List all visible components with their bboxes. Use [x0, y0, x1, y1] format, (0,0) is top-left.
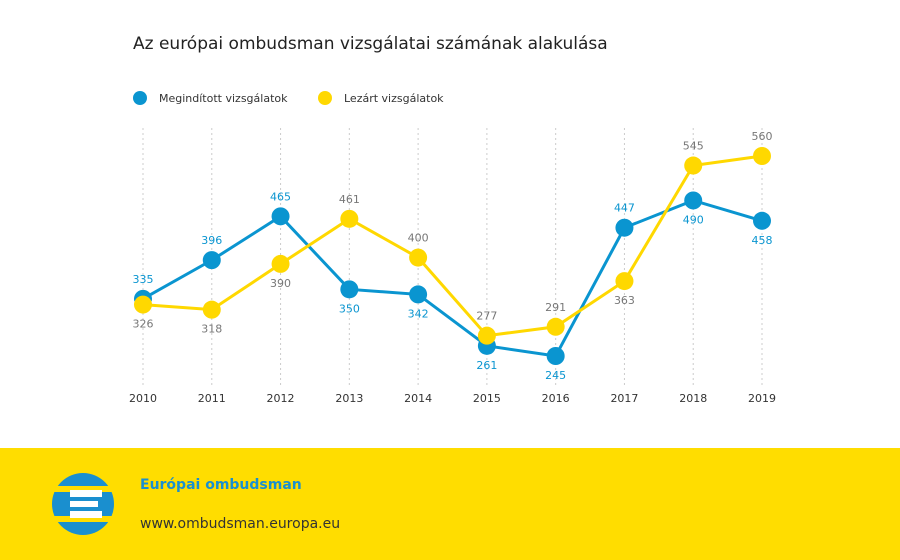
x-tick-label: 2011 [198, 392, 226, 405]
data-point [615, 272, 634, 291]
x-tick-label: 2010 [129, 392, 157, 405]
data-point [753, 211, 771, 230]
data-label: 335 [133, 273, 154, 286]
footer-band [0, 448, 900, 560]
data-label: 458 [752, 234, 773, 247]
data-point [684, 156, 703, 175]
x-tick-label: 2018 [679, 392, 707, 405]
legend-marker [318, 91, 332, 105]
data-label: 318 [201, 323, 222, 336]
data-point [546, 317, 565, 336]
data-point [202, 300, 221, 319]
data-point [546, 347, 565, 365]
data-point [340, 209, 359, 228]
series-line [142, 154, 763, 338]
data-point [202, 251, 221, 270]
data-label: 277 [476, 310, 497, 323]
x-tick-label: 2017 [610, 392, 638, 405]
data-label: 400 [408, 232, 429, 245]
x-tick-label: 2019 [748, 392, 776, 405]
data-point [271, 254, 290, 273]
data-label: 461 [339, 193, 360, 206]
x-tick-label: 2014 [404, 392, 432, 405]
footer-name: Európai ombudsman [140, 477, 302, 493]
data-label: 261 [476, 359, 497, 372]
data-point [134, 295, 152, 314]
data-label: 326 [133, 318, 154, 331]
legend-marker [133, 91, 147, 105]
chart-title: Az európai ombudsman vizsgálatai számána… [133, 34, 608, 54]
legend-label: Lezárt vizsgálatok [344, 92, 444, 105]
data-point [409, 285, 428, 304]
data-label: 350 [339, 302, 360, 315]
data-point [477, 326, 496, 345]
data-label: 390 [270, 277, 291, 290]
data-label: 342 [408, 307, 429, 320]
data-point [684, 191, 703, 210]
logo [52, 473, 114, 535]
data-point [340, 280, 359, 299]
x-tick-label: 2012 [267, 392, 295, 405]
data-label: 291 [545, 301, 566, 314]
data-point [409, 248, 428, 267]
data-label: 560 [752, 130, 773, 143]
data-point [615, 218, 634, 237]
x-tick-label: 2015 [473, 392, 501, 405]
data-label: 490 [683, 213, 704, 226]
x-tick-label: 2016 [542, 392, 570, 405]
data-label: 545 [683, 140, 704, 153]
legend-label: Megindított vizsgálatok [159, 92, 288, 105]
data-label: 465 [270, 190, 291, 203]
data-label: 396 [201, 234, 222, 247]
series-line [142, 198, 763, 358]
data-label: 447 [614, 202, 635, 215]
data-label: 245 [545, 369, 566, 382]
data-point [753, 147, 771, 165]
x-tick-label: 2013 [335, 392, 363, 405]
footer-url: www.ombudsman.europa.eu [140, 516, 340, 532]
data-point [271, 207, 290, 226]
data-label: 363 [614, 294, 635, 307]
